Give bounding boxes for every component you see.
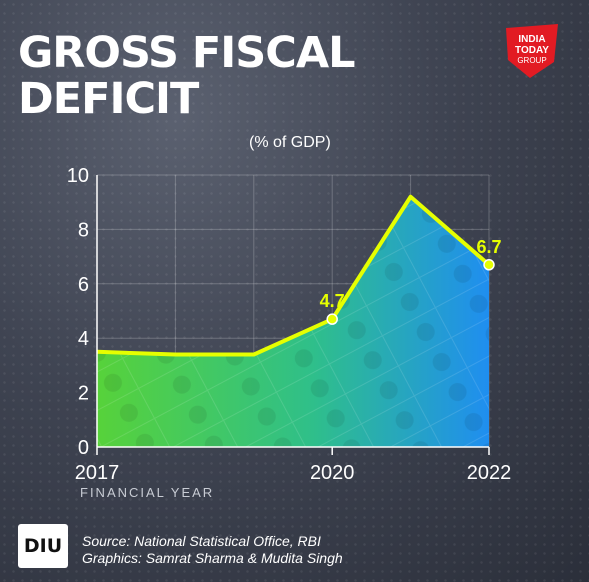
x-tick-label: 2022	[467, 462, 512, 484]
data-point	[483, 259, 495, 271]
chart-title: GROSS FISCAL DEFICIT	[18, 28, 356, 124]
logo-text-2: TODAY	[515, 45, 549, 56]
y-tick-label: 2	[78, 383, 89, 405]
source-credits: Source: National Statistical Office, RBI…	[82, 533, 343, 567]
y-tick-label: 8	[78, 219, 89, 241]
area-texture	[97, 196, 489, 447]
y-tick-label: 0	[78, 437, 89, 459]
graphics-credit: Graphics: Samrat Sharma & Mudita Singh	[82, 550, 343, 566]
logo-text-3: GROUP	[517, 56, 546, 65]
logo-shape	[506, 24, 558, 78]
source-text: Source: National Statistical Office, RBI	[82, 533, 321, 549]
india-today-group-logo: INDIA TODAY GROUP	[506, 24, 558, 78]
series-line	[96, 194, 491, 357]
diu-badge: DIU	[18, 524, 68, 568]
x-tick-label: 2017	[75, 462, 120, 484]
chart-subtitle: (% of GDP)	[249, 134, 331, 151]
logo-text-1: INDIA	[518, 34, 545, 45]
diu-badge-text: DIU	[23, 535, 63, 557]
y-tick-label: 10	[67, 165, 89, 187]
x-tick-label: 2020	[310, 462, 355, 484]
y-tick-label: 4	[78, 328, 89, 350]
data-label: 4.7	[320, 291, 345, 311]
y-tick-label: 6	[78, 274, 89, 296]
x-axis-label: FINANCIAL YEAR	[80, 485, 215, 500]
data-label: 6.7	[476, 237, 501, 257]
data-point	[326, 313, 338, 325]
